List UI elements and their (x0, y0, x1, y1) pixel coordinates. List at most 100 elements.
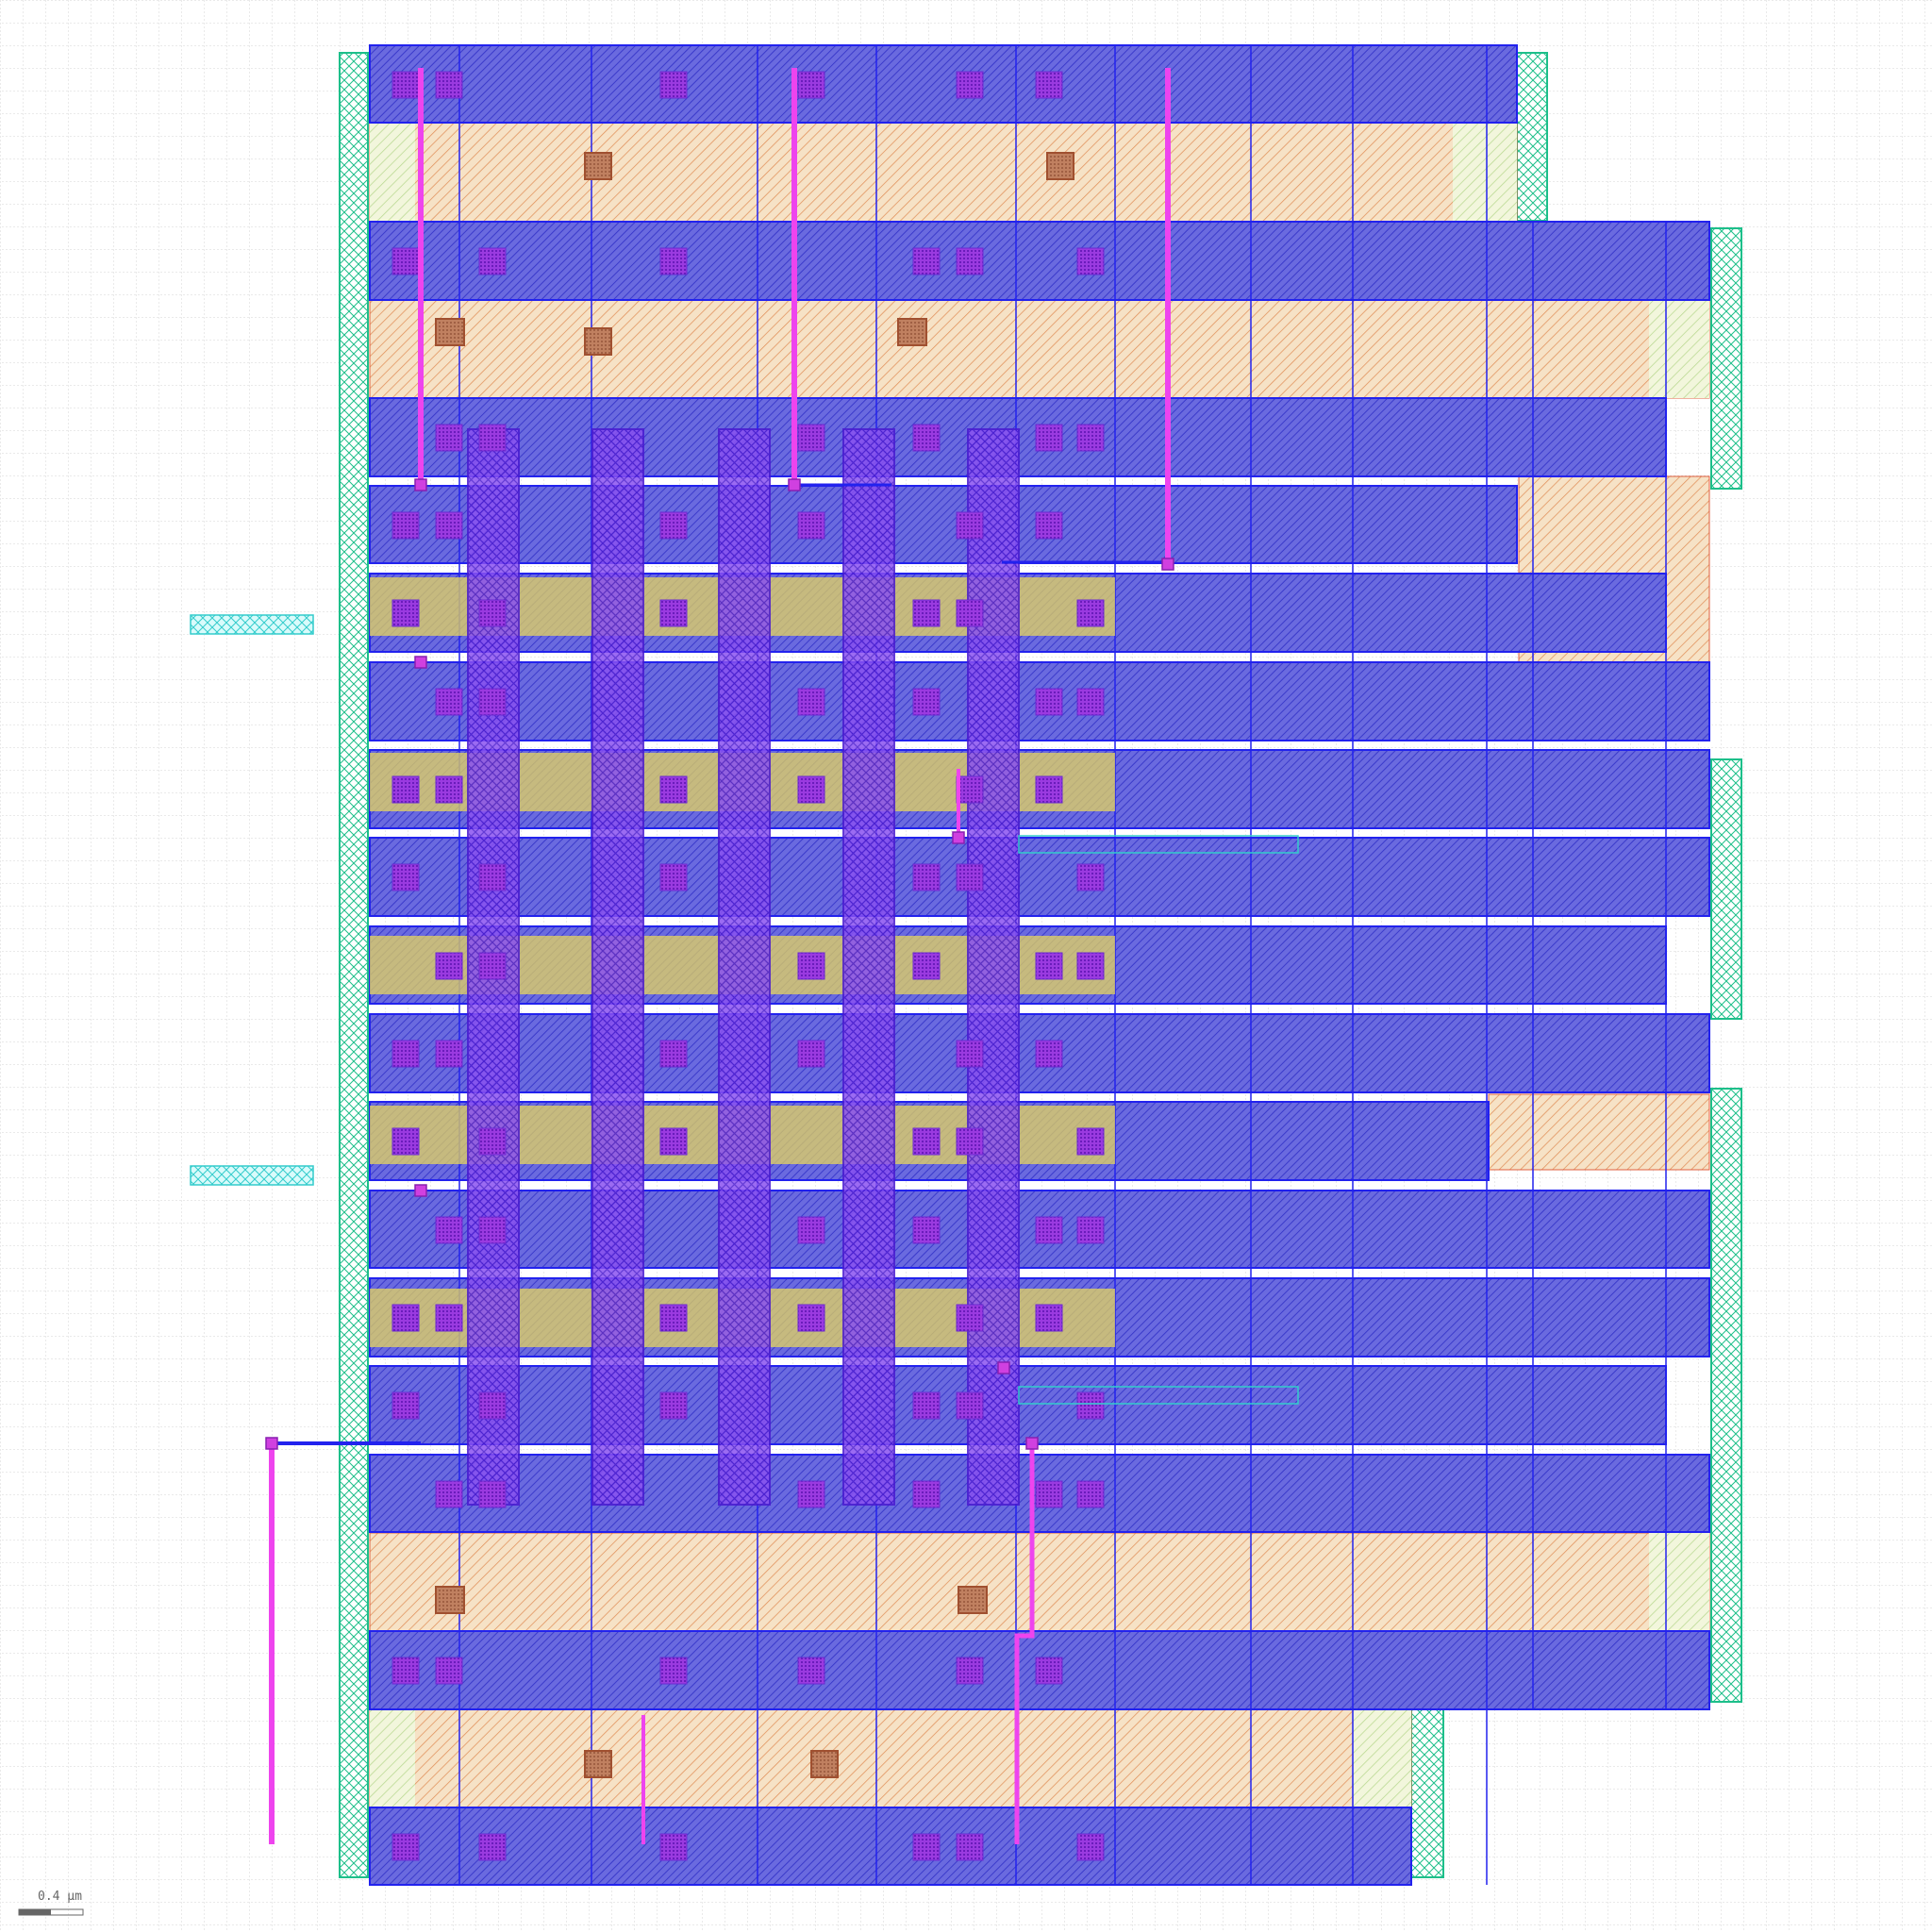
contact-square-13 (435, 424, 463, 452)
via-5 (414, 1184, 427, 1197)
contact-square-14 (478, 424, 507, 452)
contact-square-77 (956, 1304, 984, 1332)
contact-square-79 (391, 1391, 420, 1420)
active-green-left-top (370, 123, 415, 222)
diff-contact-9 (810, 1750, 839, 1778)
contact-square-68 (478, 1216, 507, 1244)
nwell-frame-right-3 (1710, 1088, 1742, 1703)
via-8 (997, 1361, 1010, 1374)
via-2 (788, 478, 801, 491)
contact-square-31 (435, 688, 463, 716)
contact-square-38 (435, 775, 463, 804)
nwell-frame-right-2 (1710, 758, 1742, 1020)
contact-square-22 (797, 511, 825, 540)
contact-square-7 (391, 247, 420, 275)
contact-square-58 (797, 1040, 825, 1068)
contact-square-2 (435, 71, 463, 99)
contact-square-66 (1076, 1127, 1105, 1156)
contact-square-75 (659, 1304, 688, 1332)
metal2-route-6 (1014, 1443, 1035, 1844)
contact-square-11 (956, 247, 984, 275)
diffusion-contacts-layer (435, 152, 1074, 1778)
contact-square-26 (478, 599, 507, 627)
contact-square-25 (391, 599, 420, 627)
contact-square-6 (1035, 71, 1063, 99)
contact-square-45 (659, 863, 688, 891)
contact-square-102 (1076, 1833, 1105, 1861)
metal1-rail-08 (369, 837, 1710, 917)
poly-gate-3 (718, 428, 771, 1506)
metal1-rail-04 (369, 485, 1518, 564)
contact-square-52 (912, 952, 941, 980)
contact-square-30 (1076, 599, 1105, 627)
pin-input-1 (190, 614, 314, 635)
contact-square-18 (1076, 424, 1105, 452)
contact-square-41 (956, 775, 984, 804)
contact-square-29 (956, 599, 984, 627)
contact-square-84 (1076, 1391, 1105, 1420)
contact-square-96 (1035, 1657, 1063, 1685)
via-6 (952, 831, 965, 844)
contact-square-90 (1076, 1480, 1105, 1508)
contact-square-80 (478, 1391, 507, 1420)
contact-square-21 (659, 511, 688, 540)
contact-square-85 (435, 1480, 463, 1508)
contact-square-86 (478, 1480, 507, 1508)
contact-square-3 (659, 71, 688, 99)
contact-square-54 (1076, 952, 1105, 980)
contact-square-35 (1035, 688, 1063, 716)
contact-square-57 (659, 1040, 688, 1068)
via-layer (265, 478, 1174, 1450)
contact-square-61 (391, 1127, 420, 1156)
contact-square-36 (1076, 688, 1105, 716)
contact-square-70 (912, 1216, 941, 1244)
via-4 (414, 656, 427, 669)
scale-bar-fill (19, 1909, 51, 1915)
nwell-frame-left (339, 52, 369, 1878)
nwell-frame-right-1 (1710, 227, 1742, 490)
via-9 (1025, 1437, 1039, 1450)
contact-square-33 (797, 688, 825, 716)
scale-bar-outline (18, 1908, 84, 1916)
contact-square-95 (956, 1657, 984, 1685)
active-green-bottom-1 (1649, 1533, 1709, 1631)
contact-square-91 (391, 1657, 420, 1685)
contact-square-42 (1035, 775, 1063, 804)
contact-square-12 (1076, 247, 1105, 275)
contact-square-16 (912, 424, 941, 452)
contact-square-63 (659, 1127, 688, 1156)
contact-square-20 (435, 511, 463, 540)
pin-output-1 (1018, 835, 1299, 854)
diff-contact-4 (584, 327, 612, 356)
contact-square-1 (391, 71, 420, 99)
contact-square-56 (435, 1040, 463, 1068)
contact-square-53 (1035, 952, 1063, 980)
poly-gate-4 (842, 428, 895, 1506)
contact-square-71 (1035, 1216, 1063, 1244)
via-7 (265, 1437, 278, 1450)
active-region-bottom-1 (369, 1532, 1710, 1632)
contact-square-48 (1076, 863, 1105, 891)
contact-square-43 (391, 863, 420, 891)
contact-square-39 (659, 775, 688, 804)
contact-square-10 (912, 247, 941, 275)
pin-input-2 (190, 1165, 314, 1186)
pin-layer (190, 614, 1299, 1405)
diff-contact-6 (435, 1586, 465, 1614)
contact-square-101 (956, 1833, 984, 1861)
contacts-layer (391, 71, 1105, 1861)
contact-square-97 (391, 1833, 420, 1861)
diff-contact-3 (435, 318, 465, 346)
contact-square-93 (659, 1657, 688, 1685)
scale-bar (18, 1908, 84, 1916)
active-green-left-bottom (370, 1709, 415, 1807)
contact-square-50 (478, 952, 507, 980)
via-3 (1161, 558, 1174, 571)
contact-square-49 (435, 952, 463, 980)
nwell-frame-bottom-right (1410, 1707, 1444, 1878)
contact-square-32 (478, 688, 507, 716)
contact-square-74 (435, 1304, 463, 1332)
via-1 (414, 478, 427, 491)
contact-square-24 (1035, 511, 1063, 540)
